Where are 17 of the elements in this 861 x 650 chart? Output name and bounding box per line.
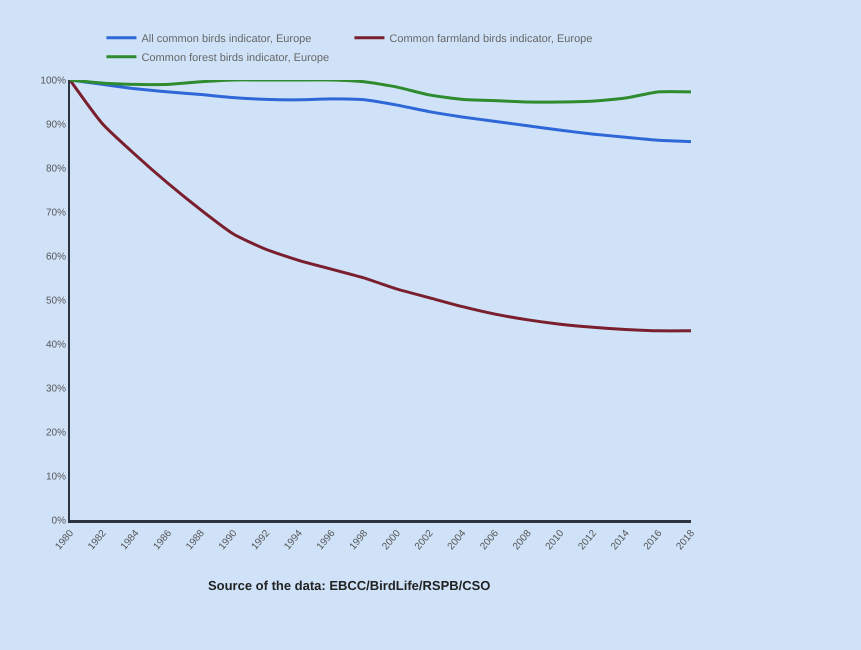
legend-label: Common forest birds indicator, Europe — [141, 52, 330, 64]
y-tick-label: 50% — [46, 296, 66, 306]
line-series — [70, 80, 691, 104]
y-tick-label: 70% — [46, 208, 66, 218]
y-tick-label: 0% — [52, 516, 66, 526]
y-tick-label: 100% — [40, 76, 66, 86]
y-tick-label: 90% — [46, 120, 66, 130]
legend-label: Common farmland birds indicator, Europe — [389, 32, 592, 45]
source-note: Source of the data: EBCC/BirdLife/RSPB/CSO — [208, 578, 490, 593]
y-tick-label: 30% — [46, 384, 66, 394]
y-tick-label: 20% — [46, 428, 66, 438]
y-tick-label: 40% — [46, 340, 66, 350]
y-tick-label: 80% — [46, 164, 66, 174]
legend-label: All common birds indicator, Europe — [141, 32, 312, 45]
y-tick-label: 60% — [46, 252, 66, 262]
y-tick-label: 10% — [46, 472, 66, 482]
line-series — [70, 80, 691, 332]
